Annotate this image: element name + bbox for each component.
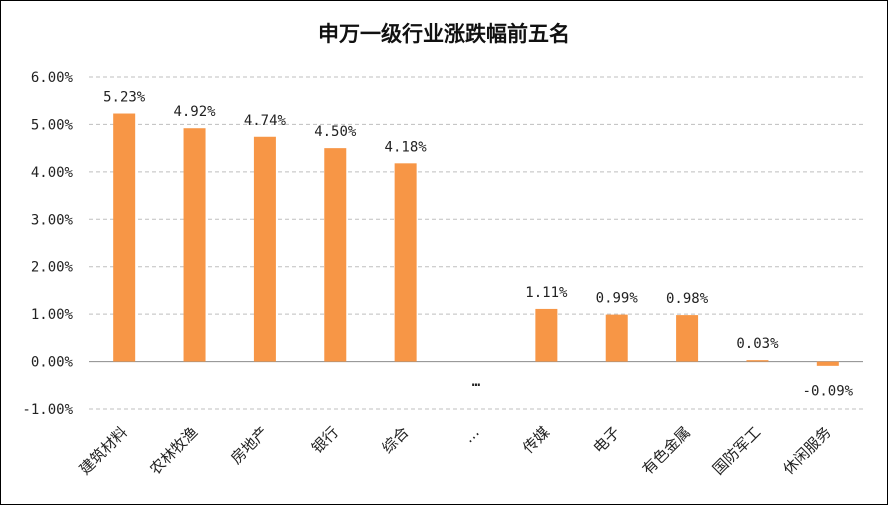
data-label: 4.74%	[244, 113, 287, 129]
data-label: 0.99%	[596, 291, 639, 307]
bar	[324, 148, 347, 362]
bar	[746, 360, 769, 362]
gridlines	[89, 76, 863, 410]
bar	[253, 136, 276, 362]
data-label: 1.11%	[525, 285, 568, 301]
bar	[605, 314, 628, 362]
bar	[183, 128, 206, 362]
category-label: 传媒	[519, 423, 553, 457]
data-label: 0.03%	[736, 336, 779, 352]
category-label: 综合	[379, 423, 413, 457]
category-label: 农林牧渔	[146, 423, 201, 478]
chart-title: 申万一级行业涨跌幅前五名	[318, 22, 570, 46]
bar	[676, 315, 699, 362]
bar	[816, 361, 839, 366]
category-label: 建筑材料	[76, 423, 131, 478]
category-label: 休闲服务	[779, 423, 834, 478]
y-tick-label: 2.00%	[31, 260, 74, 276]
category-label: 国防军工	[709, 423, 764, 478]
bars	[113, 113, 839, 366]
ellipsis-label: …	[472, 374, 481, 390]
data-label: 4.18%	[385, 139, 428, 155]
category-label: …	[459, 423, 482, 446]
data-labels: 5.23% 4.92% 4.74% 4.50% 4.18% … 1.11% 0.99% 0.98…	[103, 90, 854, 400]
y-tick-label: 6.00%	[31, 70, 74, 86]
bar	[113, 113, 136, 362]
category-label: 房地产	[227, 423, 272, 468]
data-label: 5.23%	[103, 90, 146, 106]
y-tick-label: 4.00%	[31, 165, 74, 181]
category-label: 有色金属	[639, 423, 694, 478]
category-labels: 建筑材料 农林牧渔 房地产 银行 综合 … 传媒 电子 有色金属 国防军工 休闲服务	[76, 423, 835, 478]
data-label: 4.50%	[314, 124, 357, 140]
y-axis-ticks: -1.00% 0.00% 1.00% 2.00% 3.00% 4.00% 5.00% 6.00…	[22, 70, 73, 418]
bar	[535, 308, 558, 362]
data-label: 0.98%	[666, 291, 709, 307]
category-label: 银行	[308, 423, 342, 457]
y-tick-label: 0.00%	[31, 355, 74, 371]
data-label: -0.09%	[803, 384, 854, 400]
y-tick-label: -1.00%	[22, 402, 73, 418]
y-tick-label: 1.00%	[31, 307, 74, 323]
data-label: 4.92%	[173, 104, 216, 120]
y-tick-label: 3.00%	[31, 212, 74, 228]
category-label: 电子	[590, 423, 624, 457]
y-tick-label: 5.00%	[31, 117, 74, 133]
bar	[394, 163, 417, 362]
